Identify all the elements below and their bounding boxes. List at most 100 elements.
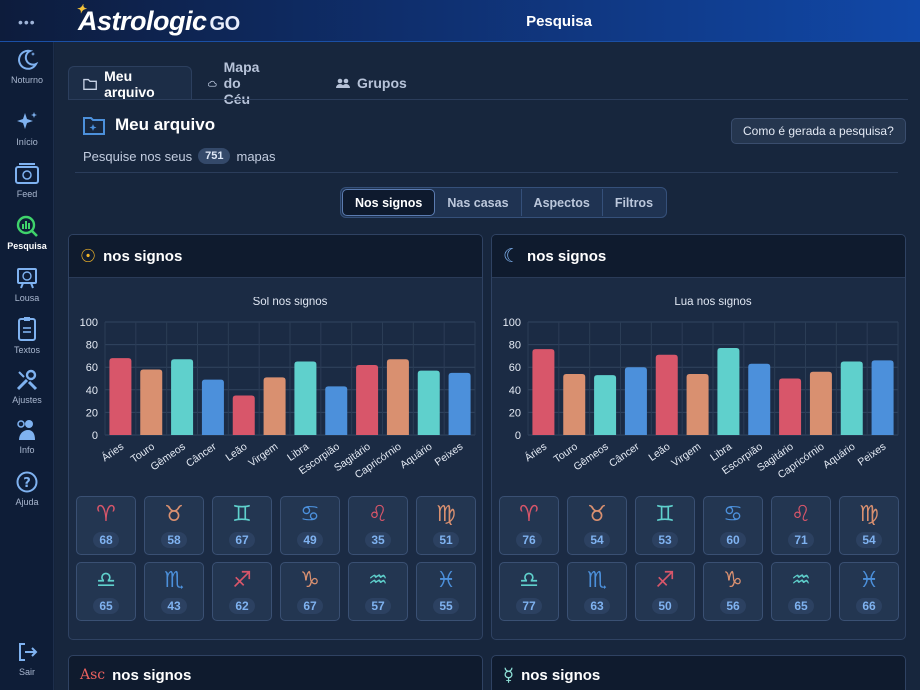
sign-count: 43 [161,598,187,614]
x-tick-label: Virgem [246,440,280,469]
sidebar-item-ajuda[interactable]: ? Ajuda [0,470,54,507]
sidebar-item-noturno[interactable]: Noturno [0,48,54,85]
y-tick-label: 20 [509,407,521,419]
sign-count: 77 [516,598,542,614]
card-header: ☉ nos signos [69,235,482,278]
logo-text: Astrologic [78,6,207,36]
bar [871,360,894,435]
y-tick-label: 40 [86,385,98,397]
sidebar-label: Info [19,445,35,455]
bar [686,373,709,435]
sign-tile[interactable]: ♏ 63 [567,562,627,621]
bar [624,367,647,435]
sign-tile[interactable]: ♑ 67 [280,562,340,621]
chart-title: Lua nos signos [674,297,752,308]
segment-nos-signos[interactable]: Nos signos [342,189,436,216]
card-mercury-signs: ☿ nos signos [491,655,906,690]
tab-meu-arquivo[interactable]: Meu arquivo [68,66,192,100]
tab-grupos[interactable]: Grupos [322,66,421,100]
bar [294,361,317,435]
zodiac-sign-icon: ♏ [164,568,184,593]
help-icon: ? [16,471,38,493]
sign-tile[interactable]: ♎ 77 [499,562,559,621]
bar [655,354,678,435]
sidebar-item-info[interactable]: Info [0,418,54,455]
subtitle-prefix: Pesquise nos seus [83,148,193,164]
x-tick-label: Câncer [607,440,642,470]
sign-count: 49 [297,532,323,548]
sign-count: 66 [856,598,882,614]
more-menu-icon[interactable]: ••• [18,14,36,30]
sign-tile[interactable]: ♊ 67 [212,496,272,555]
sidebar-item-lousa[interactable]: Lousa [0,266,54,303]
sign-count: 54 [856,532,882,548]
sidebar-label: Textos [13,345,40,355]
moon-icon: ☾ [503,245,521,267]
sign-count: 65 [788,598,814,614]
zodiac-sign-icon: ♎ [96,568,116,593]
zodiac-sign-icon: ♊ [232,502,252,527]
sign-tile[interactable]: ♉ 54 [567,496,627,555]
sidebar-item-feed[interactable]: Feed [0,162,54,199]
top-bar: ••• ✦ Astrologic GO Pesquisa [0,0,920,42]
zodiac-sign-icon: ♍ [859,502,879,527]
bar [748,363,771,435]
zodiac-sign-icon: ♏ [587,568,607,593]
sidebar-item-pesquisa[interactable]: Pesquisa [0,214,54,251]
sign-tile[interactable]: ♑ 56 [703,562,763,621]
sign-tile[interactable]: ♋ 60 [703,496,763,555]
zodiac-sign-icon: ♊ [655,502,675,527]
tab-label: Grupos [357,75,407,91]
sign-tile[interactable]: ♒ 65 [771,562,831,621]
sign-tile[interactable]: ♐ 50 [635,562,695,621]
sign-tile[interactable]: ♌ 71 [771,496,831,555]
sign-count: 65 [93,598,119,614]
logout-icon [19,643,38,661]
sign-tile[interactable]: ♈ 68 [76,496,136,555]
sign-tile[interactable]: ♍ 54 [839,496,899,555]
sidebar-label: Ajuda [15,497,39,507]
bar [263,377,286,435]
sign-tile[interactable]: ♈ 76 [499,496,559,555]
segmented-control: Nos signos Nas casas Aspectos Filtros [340,187,668,218]
tab-label: Meu arquivo [104,67,155,100]
folder-icon [83,78,97,90]
sparkles-icon [17,112,37,129]
sidebar-item-sair[interactable]: Sair [0,640,54,677]
how-search-works-button[interactable]: Como é gerada a pesquisa? [731,118,906,144]
sign-tile[interactable]: ♊ 53 [635,496,695,555]
segment-aspectos[interactable]: Aspectos [522,189,603,216]
sign-tile[interactable]: ♉ 58 [144,496,204,555]
tab-mapa-do-ceu[interactable]: Mapa do Céu [194,59,282,107]
sidebar-item-inicio[interactable]: Início [0,110,54,147]
y-tick-label: 80 [86,340,98,352]
bar [417,370,440,435]
sign-tile[interactable]: ♓ 55 [416,562,476,621]
sign-tile[interactable]: ♌ 35 [348,496,408,555]
sign-tile[interactable]: ♐ 62 [212,562,272,621]
main-content: Meu arquivo Mapa do Céu Grupos Meu arqui… [55,42,920,690]
sidebar-item-ajustes[interactable]: Ajustes [0,368,54,405]
bar [232,395,255,435]
bar [594,375,617,435]
sign-tile[interactable]: ♎ 65 [76,562,136,621]
sign-tile[interactable]: ♒ 57 [348,562,408,621]
sign-tile[interactable]: ♍ 51 [416,496,476,555]
segment-filtros[interactable]: Filtros [614,195,654,210]
sidebar-label: Pesquisa [7,241,47,251]
sign-tile[interactable]: ♏ 43 [144,562,204,621]
card-sun-signs: ☉ nos signos Sol nos signos 0 20 40 60 80 100 Á… [68,234,483,640]
x-tick-label: Peixes [856,441,889,469]
x-tick-label: Áries [522,440,549,464]
sidebar-item-textos[interactable]: Textos [0,316,54,355]
sign-count: 35 [365,532,391,548]
bar [717,347,740,435]
zodiac-sign-icon: ♈ [519,502,539,527]
sign-tile[interactable]: ♓ 66 [839,562,899,621]
segment-nas-casas[interactable]: Nas casas [435,189,522,216]
zodiac-sign-icon: ♉ [587,502,607,527]
sign-tile[interactable]: ♋ 49 [280,496,340,555]
zodiac-sign-icon: ♎ [519,568,539,593]
info-person-icon [17,420,35,440]
mercury-icon: ☿ [503,664,515,686]
